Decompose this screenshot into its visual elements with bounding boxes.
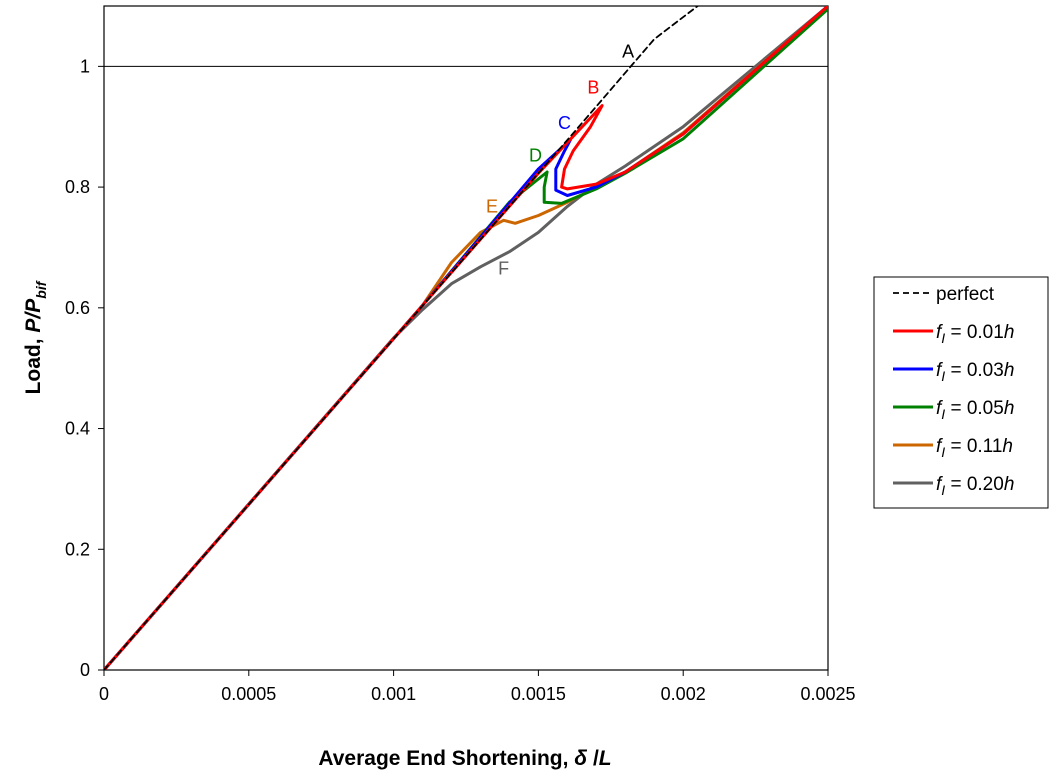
x-axis-title: Average End Shortening, δ /L	[318, 747, 611, 770]
plot-area-frame	[103, 5, 829, 671]
legend-label: fI = 0.20h	[936, 474, 1014, 498]
x-tick-label: 0.001	[371, 684, 416, 704]
y-tick-label: 0.6	[65, 298, 90, 318]
legend-item: fI = 0.01h	[893, 322, 1014, 346]
y-tick-label: 0	[80, 660, 90, 680]
annotation-C: C	[558, 113, 571, 133]
legend-label: fI = 0.03h	[936, 360, 1014, 384]
legend-box	[873, 276, 1049, 509]
x-tick-label: 0.0025	[800, 684, 855, 704]
y-tick-label: 0.4	[65, 419, 90, 439]
y-tick-label: 0.2	[65, 539, 90, 559]
legend-item: fI = 0.05h	[893, 398, 1014, 422]
series-lines	[104, 6, 828, 670]
legend-label: perfect	[936, 284, 995, 305]
axes: 0 0.0005 0.001 0.0015 0.002 0.0025 0 0.2 0.4 0.6 0…	[65, 5, 856, 704]
y-tick-label: 1	[80, 56, 90, 76]
series-line-5	[104, 6, 828, 670]
annotation-F: F	[498, 259, 509, 279]
y-tick-label: 0.8	[65, 177, 90, 197]
legend: perfect fI = 0.01h fI = 0.03h fI = 0.05h fI …	[873, 276, 1049, 509]
annotation-E: E	[486, 196, 498, 216]
legend-item: fI = 0.20h	[893, 474, 1014, 498]
x-tick-label: 0.0005	[221, 684, 276, 704]
legend-label: fI = 0.11h	[936, 436, 1013, 460]
curve-annotations: A BCD E F	[486, 41, 634, 278]
annotation-A: A	[622, 41, 634, 61]
legend-item: perfect	[893, 284, 995, 305]
legend-item: fI = 0.03h	[893, 360, 1014, 384]
annotation-B: B	[587, 78, 599, 98]
legend-label: fI = 0.05h	[936, 398, 1014, 422]
x-tick-label: 0	[99, 684, 109, 704]
series-line-0	[104, 6, 699, 670]
legend-label: fI = 0.01h	[936, 322, 1014, 346]
legend-item: fI = 0.11h	[893, 436, 1013, 460]
y-axis-title: Load, P/Pbif	[22, 280, 49, 394]
annotation-D: D	[529, 146, 542, 166]
x-tick-label: 0.0015	[511, 684, 566, 704]
x-tick-label: 0.002	[661, 684, 706, 704]
